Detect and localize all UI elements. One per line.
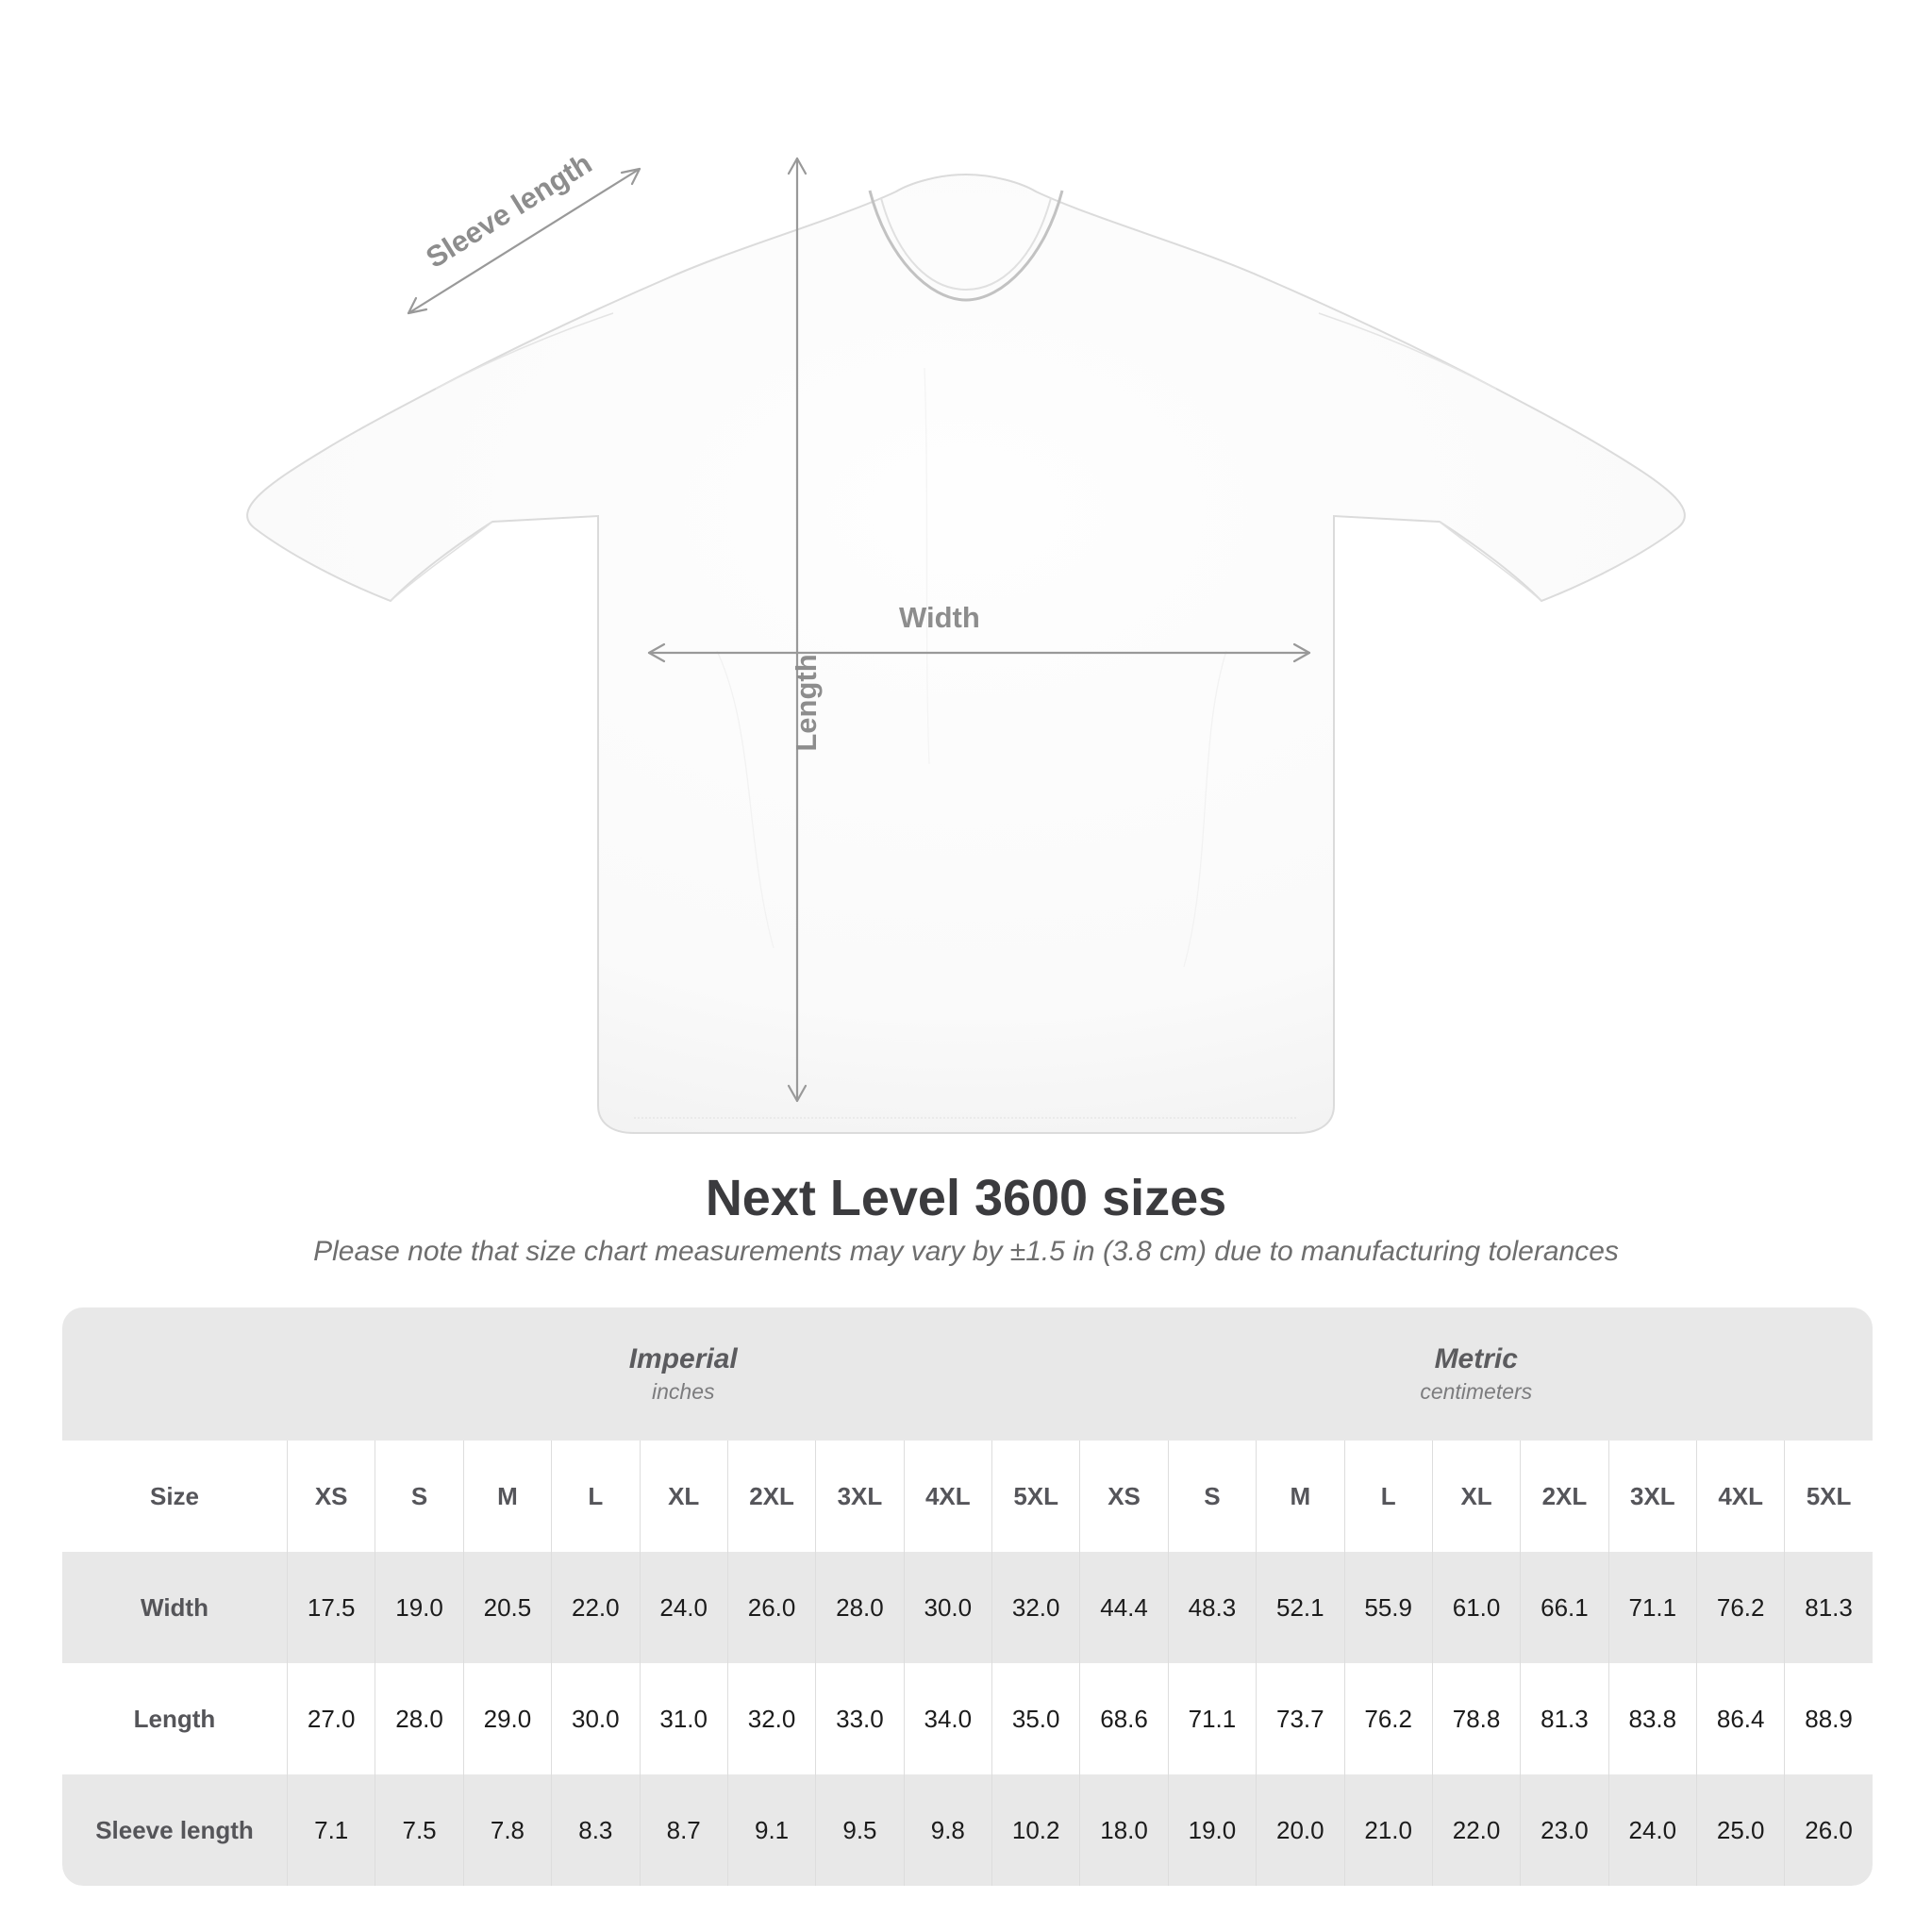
- svg-text:Sleeve length: Sleeve length: [420, 146, 597, 275]
- svg-text:Length: Length: [790, 654, 823, 751]
- svg-text:Width: Width: [899, 601, 980, 634]
